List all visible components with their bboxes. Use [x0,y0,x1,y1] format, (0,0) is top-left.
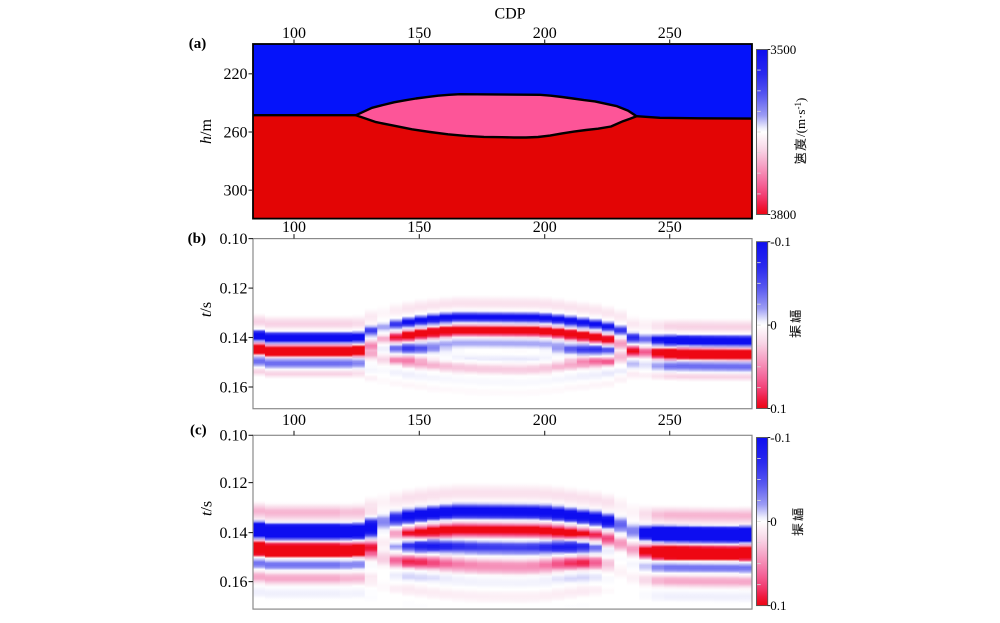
svg-text:150: 150 [407,219,431,236]
svg-text:250: 250 [658,219,682,236]
svg-text:0: 0 [770,318,777,333]
svg-text:200: 200 [533,25,557,42]
svg-text:100: 100 [282,219,306,236]
svg-text:0.12: 0.12 [220,280,248,297]
svg-text:CDP: CDP [494,5,525,22]
svg-text:0.10: 0.10 [220,231,248,248]
svg-text:3500: 3500 [770,42,796,57]
svg-text:260: 260 [224,124,248,141]
svg-text:150: 150 [407,25,431,42]
svg-text:0.1: 0.1 [770,598,786,613]
svg-text:100: 100 [282,25,306,42]
svg-text:h/m: h/m [198,119,215,144]
svg-text:200: 200 [533,219,557,236]
svg-text:0.16: 0.16 [220,379,248,396]
svg-text:0.14: 0.14 [220,525,248,542]
svg-text:3800: 3800 [770,207,796,222]
svg-text:t/s: t/s [198,302,215,317]
svg-text:250: 250 [658,25,682,42]
svg-text:t/s: t/s [198,501,215,516]
svg-text:(a): (a) [189,36,207,52]
svg-text:220: 220 [224,66,248,83]
svg-text:0.10: 0.10 [220,428,248,445]
svg-text:200: 200 [533,412,557,429]
svg-text:0.1: 0.1 [770,401,786,416]
svg-text:0.16: 0.16 [220,574,248,591]
svg-text:150: 150 [407,412,431,429]
svg-text:(b): (b) [188,231,206,247]
svg-text:250: 250 [658,412,682,429]
svg-text:0.14: 0.14 [220,330,248,347]
svg-text:-0.1: -0.1 [770,430,791,445]
svg-text:(c): (c) [190,423,207,439]
svg-text:300: 300 [224,183,248,200]
svg-text:100: 100 [282,412,306,429]
svg-text:0: 0 [770,514,777,529]
svg-text:-0.1: -0.1 [770,234,791,249]
svg-text:0.12: 0.12 [220,475,248,492]
